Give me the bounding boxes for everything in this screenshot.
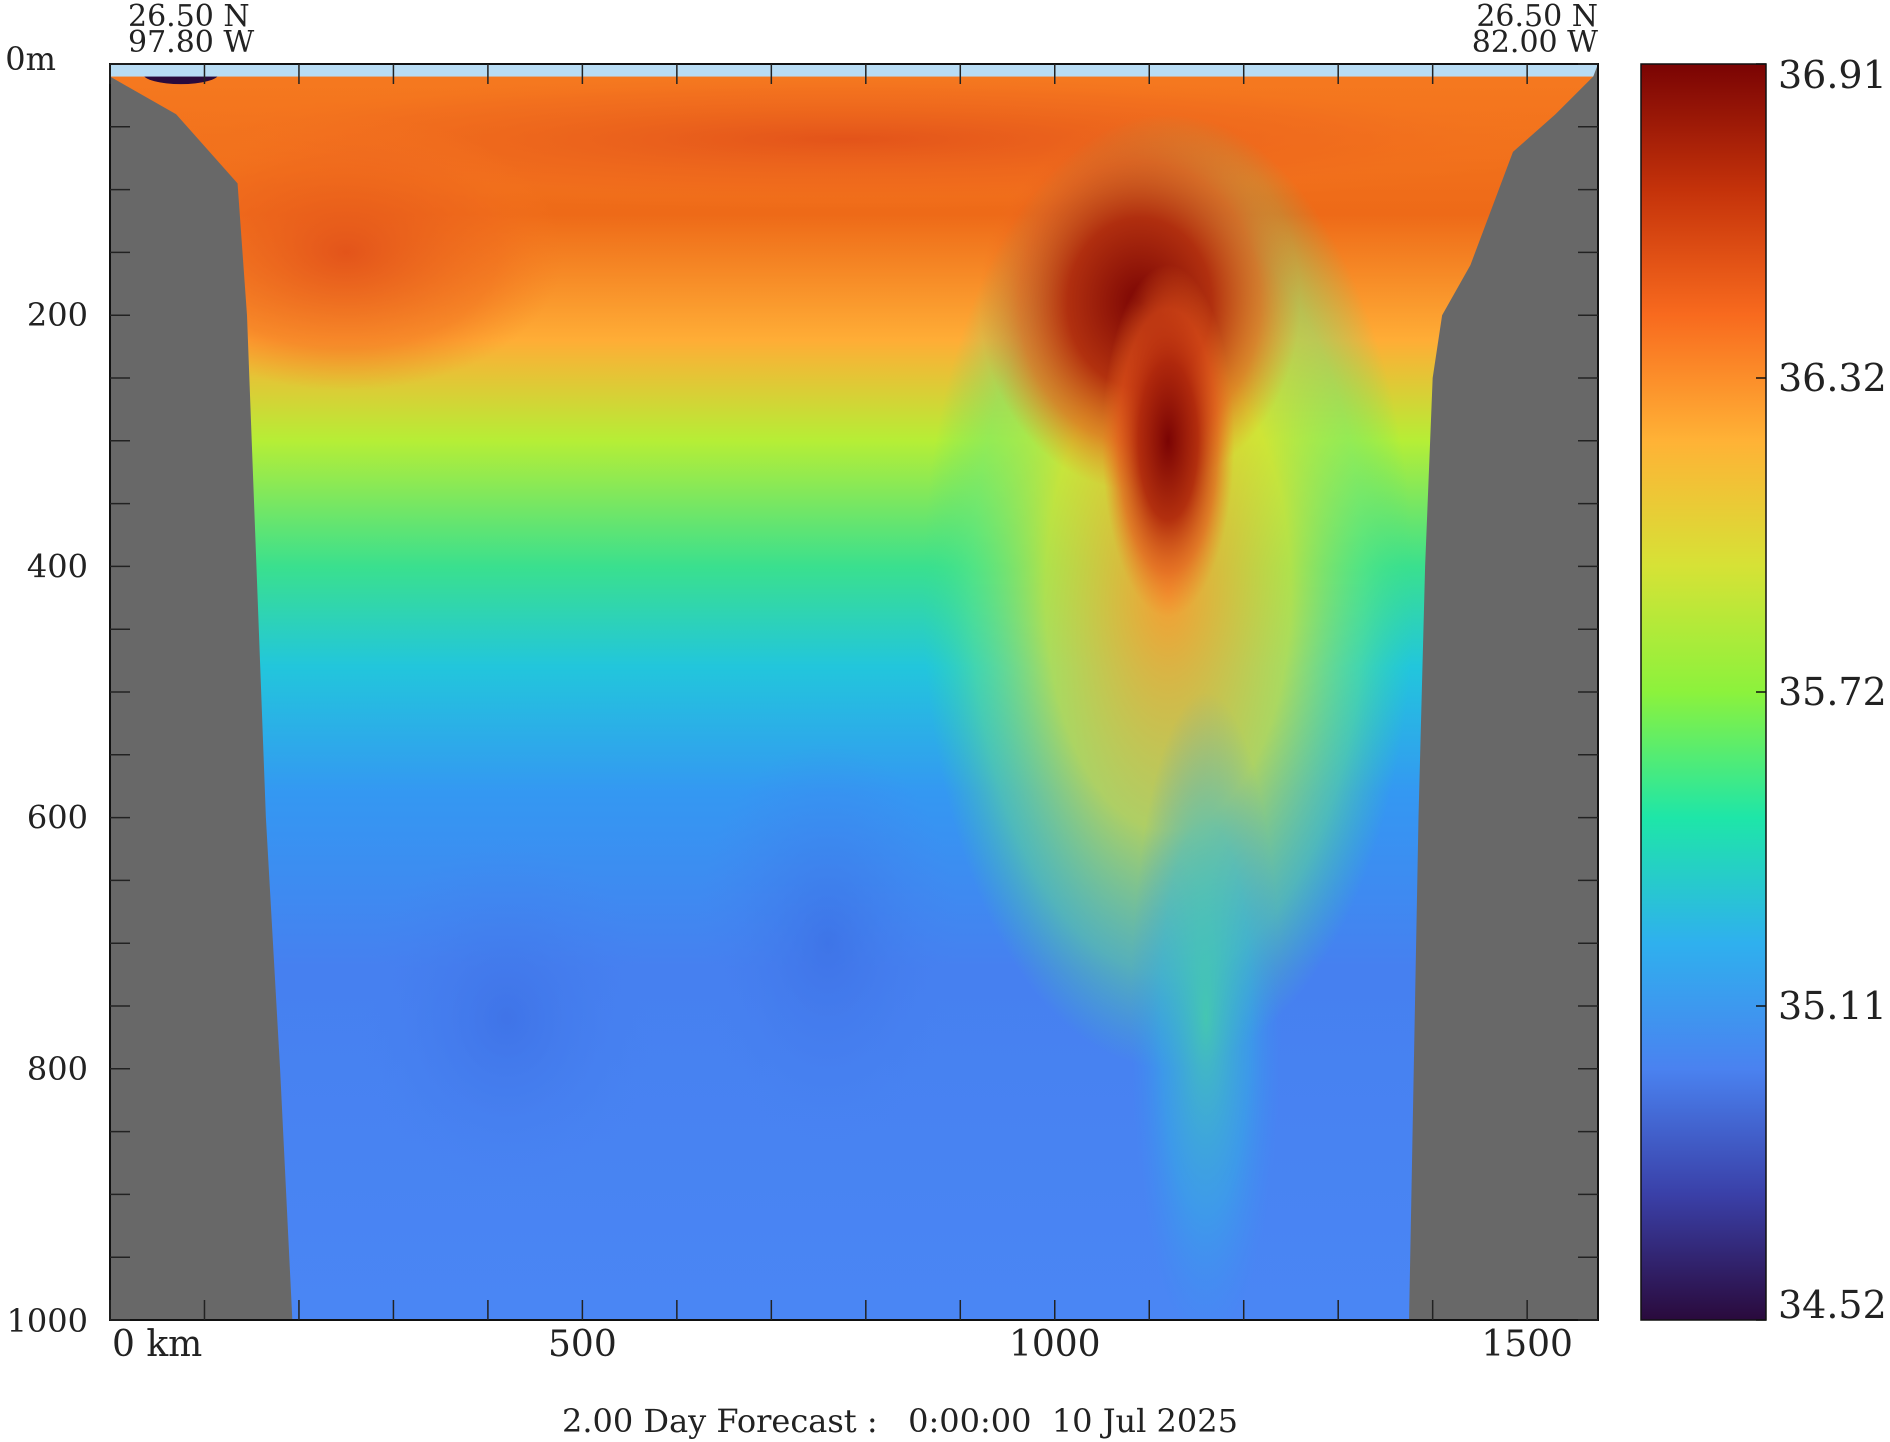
colorbar-label: 36.32	[1778, 356, 1887, 400]
right-bathymetry	[1409, 64, 1598, 1320]
right-endpoint-lat: 26.50 N	[1476, 0, 1598, 34]
y-tick-label: 600	[27, 799, 88, 837]
right-endpoint-lon: 82.00 W	[1472, 25, 1598, 60]
colorbar-scale	[1640, 63, 1767, 1321]
x-axis: 0 km 500 1000 1500	[112, 1324, 1573, 1365]
left-endpoint-lat: 26.50 N	[128, 0, 250, 34]
left-endpoint: 26.50 N 97.80 W	[128, 0, 254, 60]
x-tick-label: 1500	[1481, 1324, 1573, 1365]
salinity-features	[110, 64, 1584, 1320]
colorbar-labels: 36.91 36.32 35.72 35.11 34.52	[1756, 53, 1887, 1327]
deep-cool-patch-1	[355, 842, 658, 1195]
x-tick-label: 1000	[1009, 1324, 1101, 1365]
surface-strip	[110, 64, 1598, 77]
y-tick-label: 0m	[5, 40, 56, 78]
y-tick-label: 800	[27, 1050, 88, 1088]
colorbar-label: 35.11	[1778, 984, 1887, 1028]
right-endpoint: 26.50 N 82.00 W	[1472, 0, 1598, 60]
colorbar-label: 36.91	[1778, 53, 1887, 97]
deep-cool-patch-2	[695, 742, 961, 1145]
y-tick-label: 400	[27, 547, 88, 585]
axis-ticks	[109, 63, 1598, 1321]
left-bathymetry	[110, 64, 293, 1320]
x-tick-label: 0 km	[112, 1324, 202, 1365]
y-tick-label: 200	[27, 296, 88, 334]
forecast-label: 2.00 Day Forecast : 0:00:00 10 Jul 2025	[562, 1402, 1238, 1440]
colorbar: 36.91 36.32 35.72 35.11 34.52	[1640, 53, 1887, 1327]
y-tick-label: 1000	[7, 1302, 88, 1340]
y-axis: 0m 200 400 600 800 1000	[5, 40, 88, 1340]
colorbar-label: 35.72	[1778, 670, 1887, 714]
x-tick-label: 500	[548, 1324, 617, 1365]
deep-loop-tongue	[1130, 692, 1282, 1320]
left-endpoint-lon: 97.80 W	[128, 25, 254, 60]
colorbar-label: 34.52	[1778, 1283, 1887, 1327]
loop-current-stem	[1102, 264, 1235, 617]
